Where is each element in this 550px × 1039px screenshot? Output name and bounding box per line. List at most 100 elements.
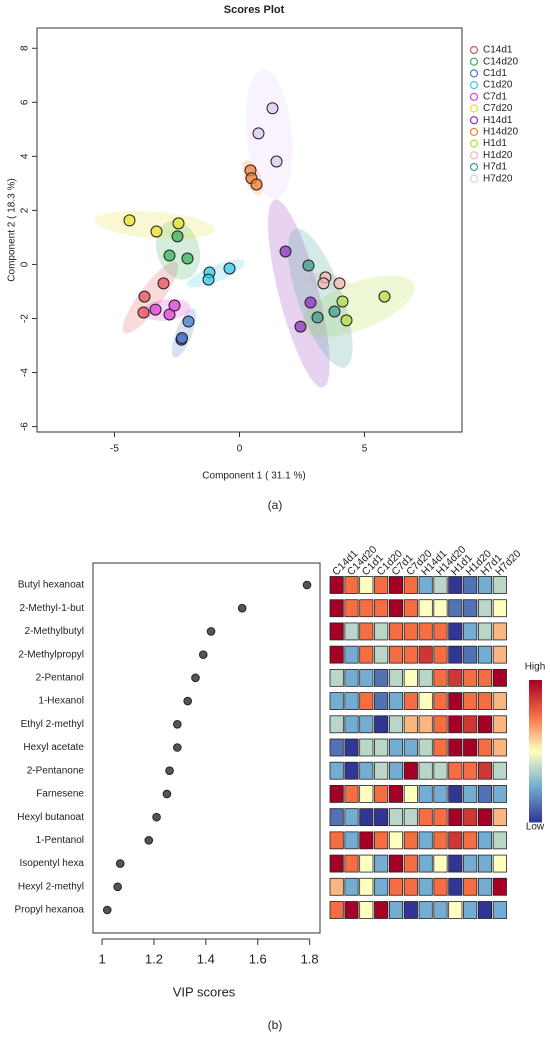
heatmap-cell — [418, 901, 433, 919]
heatmap-cell — [477, 738, 493, 757]
heatmap-cell — [433, 692, 448, 710]
legend-label: C14d20 — [483, 56, 518, 67]
colorbar-segment — [529, 754, 542, 759]
legend-marker — [469, 80, 479, 90]
x-tick-label: 1.4 — [197, 951, 215, 966]
y-axis-label: Component 2 ( 18.3 %) — [7, 178, 18, 281]
heatmap-cell — [344, 622, 359, 641]
legend-label: H7d20 — [483, 173, 513, 184]
data-point — [163, 308, 176, 321]
data-point — [378, 290, 391, 303]
y-tick-label: -6 — [20, 422, 31, 431]
data-point — [150, 225, 163, 238]
heatmap-cell — [374, 785, 389, 803]
x-tick-label: 1.6 — [249, 951, 267, 966]
heatmap-cell — [403, 738, 418, 757]
colorbar-segment — [529, 740, 542, 745]
heatmap-cell — [359, 668, 374, 687]
heatmap-cell — [477, 715, 493, 734]
confidence-ellipse — [246, 69, 293, 200]
heatmap-cell — [388, 622, 404, 641]
heatmap-cell — [492, 738, 507, 757]
heatmap-cell — [374, 831, 389, 850]
heatmap-cell — [403, 692, 418, 710]
heatmap-cell — [359, 901, 374, 919]
heatmap-cell — [463, 622, 478, 641]
heatmap-cell — [403, 645, 418, 664]
heatmap-cell — [477, 761, 493, 780]
heatmap-cell — [344, 715, 359, 734]
heatmap-cell — [477, 854, 493, 873]
plot-frame — [92, 562, 321, 934]
heatmap-cell — [418, 715, 433, 734]
heatmap-cell — [433, 808, 448, 827]
colorbar-segment — [529, 793, 542, 798]
colorbar-segment — [529, 797, 542, 802]
legend-marker — [469, 57, 479, 66]
heatmap-cell — [374, 622, 389, 641]
dot — [237, 603, 247, 613]
y-tick-label: Hexyl acetate — [23, 742, 84, 753]
colorbar-segment — [529, 800, 542, 805]
heatmap-cell — [492, 808, 507, 827]
heatmap-cell — [329, 599, 344, 618]
heatmap-cell — [374, 901, 389, 919]
colorbar-segment — [529, 719, 542, 724]
data-point — [304, 296, 317, 309]
heatmap-cell — [463, 831, 478, 850]
heatmap-cell — [418, 599, 433, 618]
heatmap-cell — [359, 761, 374, 780]
heatmap-cell — [374, 599, 389, 618]
heatmap-cell — [477, 808, 493, 827]
colorbar-segment — [529, 804, 542, 809]
heatmap-cell — [433, 785, 448, 803]
y-tick-label: 8 — [20, 45, 31, 51]
heatmap-cell — [388, 576, 404, 594]
heatmap-cell — [403, 854, 418, 873]
legend-marker — [469, 151, 479, 160]
heatmap-cell — [388, 645, 404, 664]
colorbar-segment — [529, 790, 542, 795]
legend-marker — [469, 174, 479, 183]
heatmap-cell — [344, 854, 359, 873]
dot — [144, 836, 154, 845]
heatmap-cell — [433, 831, 448, 850]
colorbar-segment — [529, 708, 542, 713]
heatmap-cell — [418, 738, 433, 757]
data-point — [123, 214, 136, 227]
data-point — [202, 273, 215, 286]
colorbar-segment — [529, 697, 542, 702]
heatmap-cell — [403, 668, 418, 687]
heatmap-cell — [418, 692, 433, 710]
ellipses — [94, 69, 415, 388]
colorbar-segment — [529, 765, 542, 770]
heatmap-cell — [344, 692, 359, 710]
colorbar-segment — [529, 772, 542, 777]
data-point — [270, 155, 283, 168]
heatmap-cell — [448, 738, 463, 757]
heatmap-cell — [463, 692, 478, 710]
heatmap-cell — [448, 901, 463, 919]
legend-label: H14d20 — [483, 127, 518, 138]
colorbar-segment — [529, 722, 542, 727]
confidence-ellipse — [301, 275, 415, 337]
data-point — [223, 262, 236, 275]
heatmap-cell — [418, 831, 433, 850]
legend-label: C7d20 — [483, 103, 513, 114]
y-tick-label: 2-Methylpropyl — [18, 649, 84, 660]
y-tick-label: 2 — [20, 207, 31, 213]
heatmap-cell — [403, 622, 418, 641]
heatmap-cell — [388, 599, 404, 618]
heatmap-cell — [433, 668, 448, 687]
colorbar-segment — [529, 811, 542, 816]
heatmap-cell — [463, 599, 478, 618]
heatmap-cell — [329, 622, 344, 641]
heatmap-cell — [492, 622, 507, 641]
heatmap-cell — [418, 668, 433, 687]
heatmap-cell — [344, 901, 359, 919]
heatmap-cell — [477, 576, 493, 594]
heatmap-cell — [388, 692, 404, 710]
colorbar-segment — [529, 786, 542, 791]
heatmap-cell — [492, 715, 507, 734]
